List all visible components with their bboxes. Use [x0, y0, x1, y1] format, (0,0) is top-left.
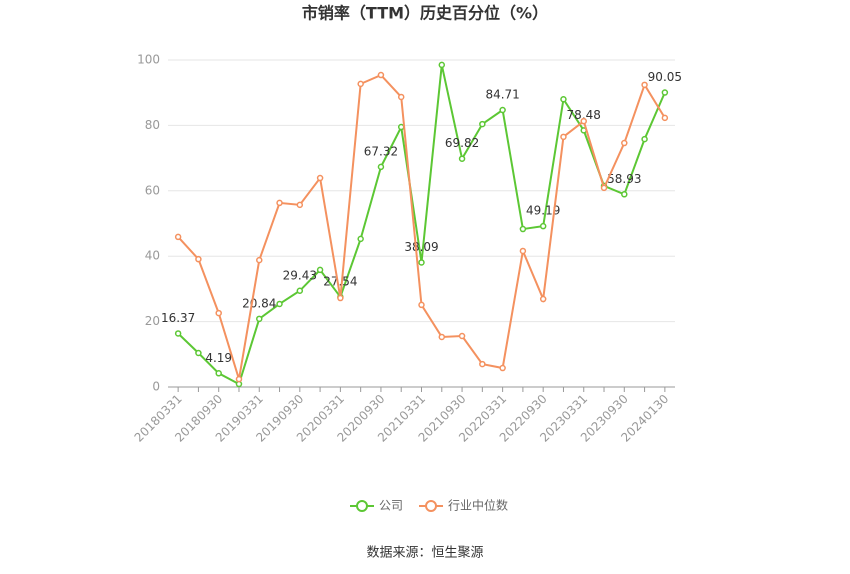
data-label: 69.82 — [445, 136, 479, 150]
data-label: 29.43 — [283, 268, 317, 282]
data-point — [418, 301, 425, 309]
legend-marker — [425, 500, 438, 512]
legend-item[interactable]: 公司 — [350, 499, 403, 513]
data-point — [357, 80, 364, 88]
data-point — [600, 184, 608, 192]
data-point — [661, 114, 669, 122]
data-point — [174, 330, 182, 337]
data-point — [519, 247, 527, 255]
data-point — [316, 174, 324, 182]
data-label: 84.71 — [485, 87, 519, 101]
data-label: 27.54 — [323, 274, 357, 288]
data-point — [337, 294, 344, 302]
data-point — [539, 222, 547, 230]
data-label: 4.19 — [205, 351, 232, 365]
data-point — [418, 259, 425, 266]
data-point — [641, 135, 648, 143]
data-point — [316, 266, 324, 274]
data-point — [438, 61, 446, 69]
data-point — [479, 360, 486, 368]
data-point — [195, 255, 202, 263]
data-point — [479, 120, 486, 128]
data-point — [377, 71, 385, 79]
legend-label: 行业中位数 — [448, 498, 508, 513]
data-point — [256, 256, 263, 264]
data-label: 58.93 — [607, 172, 641, 186]
data-point — [621, 139, 628, 147]
data-point — [499, 106, 506, 114]
data-point — [641, 81, 648, 89]
data-point — [621, 191, 628, 198]
data-point — [256, 315, 263, 323]
data-point — [397, 123, 405, 131]
y-tick-label: 20 — [145, 314, 160, 328]
data-point — [458, 332, 466, 340]
data-point — [458, 155, 466, 162]
data-label: 78.48 — [567, 108, 601, 122]
data-point — [215, 309, 222, 317]
legend-item[interactable]: 行业中位数 — [419, 498, 508, 513]
data-label: 90.05 — [648, 70, 682, 84]
data-point — [174, 233, 182, 241]
data-label: 38.09 — [404, 240, 438, 254]
y-tick-label: 0 — [152, 380, 160, 394]
legend-marker — [356, 500, 368, 512]
data-point — [357, 235, 364, 243]
data-label: 49.19 — [526, 204, 560, 218]
y-tick-label: 80 — [145, 118, 160, 132]
data-label: 16.37 — [161, 311, 195, 325]
data-point — [296, 287, 304, 295]
data-point — [276, 300, 283, 308]
data-point — [397, 93, 405, 101]
y-tick-label: 100 — [137, 53, 160, 67]
data-point — [519, 225, 527, 233]
data-point — [215, 370, 222, 377]
data-point — [438, 333, 446, 341]
data-point — [276, 199, 283, 207]
source-note: 数据来源：恒生聚源 — [366, 546, 483, 561]
data-point — [377, 163, 385, 171]
y-tick-label: 40 — [145, 249, 160, 263]
y-tick-label: 60 — [145, 183, 160, 197]
data-point — [539, 295, 547, 303]
data-point — [499, 364, 506, 372]
data-point — [235, 375, 243, 383]
data-point — [661, 89, 669, 96]
data-point — [560, 95, 567, 103]
data-label: 67.32 — [364, 144, 398, 158]
chart-title: 市销率（TTM）历史百分位（%） — [302, 4, 548, 23]
data-point — [296, 201, 304, 209]
data-point — [195, 349, 202, 357]
legend-label: 公司 — [379, 499, 403, 513]
data-label: 20.84 — [242, 296, 276, 310]
data-point — [560, 133, 567, 141]
data-point — [580, 117, 587, 125]
